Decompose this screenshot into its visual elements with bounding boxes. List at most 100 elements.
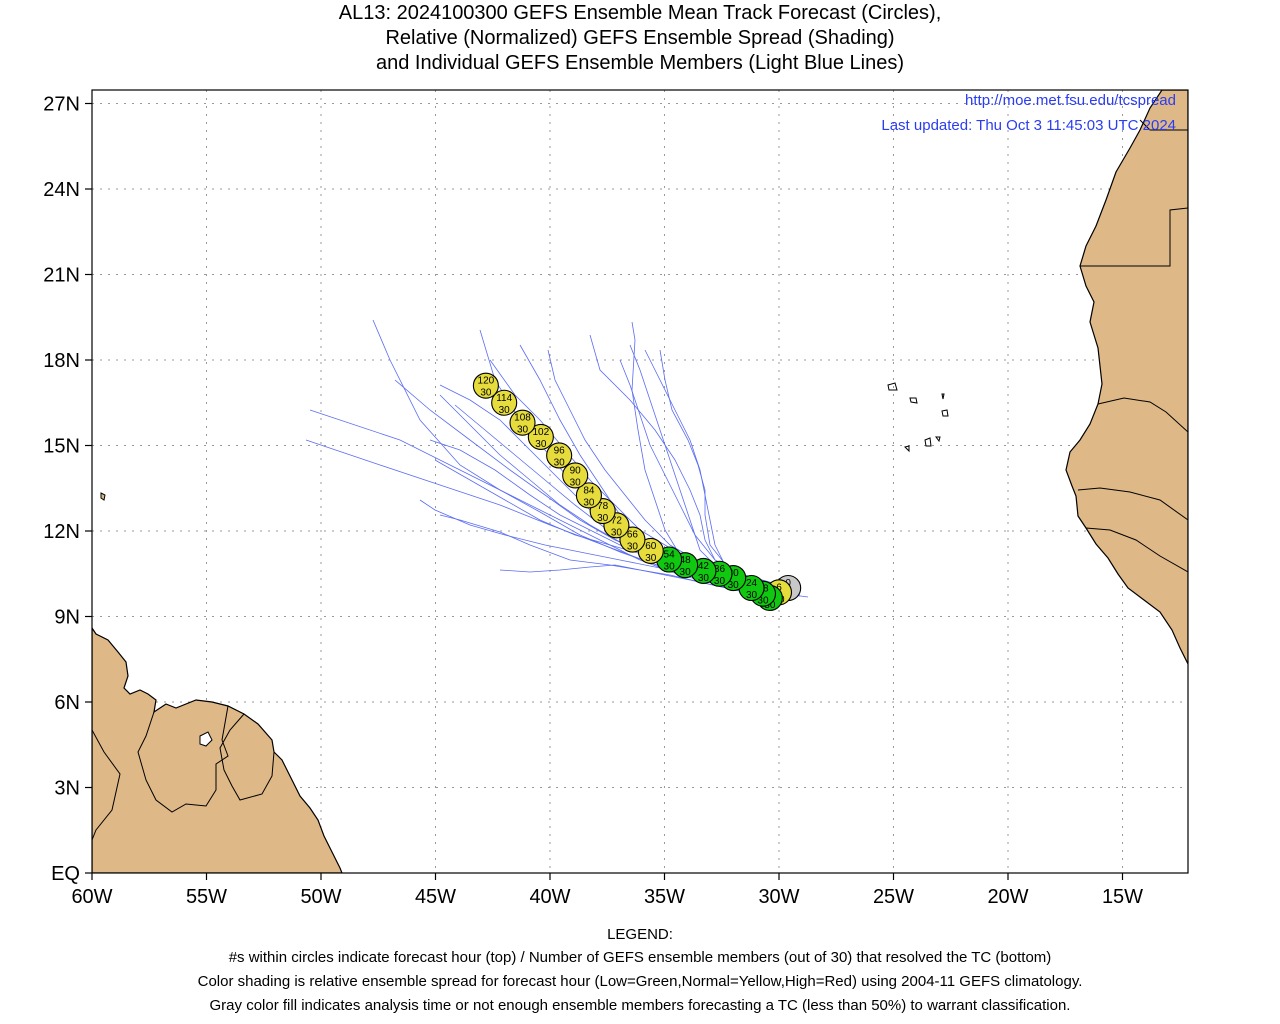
ensemble-member-track (454, 404, 791, 594)
map-gridlines (92, 90, 1188, 873)
forecast-circle-shape (472, 372, 499, 399)
member-count-label: 30 (645, 553, 657, 564)
forecast-hour-label: 24 (746, 578, 758, 589)
member-count-label: 30 (757, 596, 769, 607)
member-count-label: 30 (698, 573, 710, 584)
africa-border-5 (1139, 119, 1188, 131)
forecast-hour-label: 30 (728, 568, 740, 579)
lat-tick-label: 9N (54, 607, 80, 629)
lon-tick-label: 55W (186, 886, 227, 908)
member-count-label: 30 (627, 542, 639, 553)
forecast-hour-label: 60 (645, 541, 657, 552)
lon-tick-label: 45W (415, 886, 456, 908)
lat-tick-label: 24N (43, 179, 80, 201)
lon-tick-label: 60W (71, 886, 112, 908)
forecast-hour-label: 102 (532, 427, 549, 438)
lon-tick-label: 15W (1102, 886, 1143, 908)
forecast-hour-label: 108 (514, 413, 531, 424)
guiana-border-1 (137, 705, 229, 813)
guiana-border-3 (92, 729, 121, 841)
lon-tick-label: 40W (529, 886, 570, 908)
cabo-verde-islands (887, 382, 949, 453)
forecast-hour-label: 66 (627, 530, 639, 541)
forecast-circle-shape (491, 389, 518, 416)
lat-tick-label: EQ (51, 863, 80, 885)
member-count-label: 30 (764, 600, 776, 611)
member-count-label: 30 (597, 513, 609, 524)
forecast-circle-shape (527, 423, 554, 451)
forecast-hour-label: 42 (698, 561, 710, 572)
mean-track-circles: 0630123018302430303036304230483054306030… (472, 372, 802, 612)
lon-tick-label: 30W (758, 886, 799, 908)
map-frame (91, 89, 1189, 874)
member-count-label: 30 (499, 405, 511, 416)
lon-tick-label: 35W (644, 886, 685, 908)
south-america-land (92, 626, 343, 873)
member-count-label: 30 (570, 477, 582, 488)
ensemble-member-track (439, 384, 781, 593)
forecast-hour-label: 54 (664, 550, 676, 561)
small-island (100, 492, 106, 501)
forecast-hour-label: 6 (776, 582, 782, 593)
member-count-label: 30 (535, 439, 547, 450)
member-count-label: 30 (746, 590, 758, 601)
source-url[interactable]: http://moe.met.fsu.edu/tcspread (965, 92, 1176, 109)
africa-border-3 (1077, 487, 1188, 521)
legend-line-3: Gray color fill indicates analysis time … (209, 997, 1071, 1014)
member-count-label: 30 (714, 576, 726, 587)
latitude-tick-labels: EQ 3N 6N 9N 12N 15N 18N 21N 24N 27N (43, 94, 80, 886)
forecast-circle-shape (546, 442, 573, 469)
member-count-label: 30 (664, 562, 676, 573)
lat-tick-label: 3N (54, 778, 80, 800)
forecast-hour-label: 78 (597, 501, 609, 512)
forecast-hour-label: 48 (680, 555, 692, 566)
forecast-hour-label: 120 (478, 376, 495, 387)
lon-tick-label: 25W (873, 886, 914, 908)
forecast-hour-label: 84 (583, 485, 595, 496)
lat-tick-label: 27N (43, 94, 80, 116)
forecast-hour-label: 72 (611, 515, 623, 526)
member-count-label: 30 (583, 497, 595, 508)
forecast-hour-label: 96 (554, 445, 566, 456)
member-count-label: 30 (480, 388, 492, 399)
africa-land (1065, 90, 1188, 665)
forecast-circle-shape (562, 462, 589, 489)
lat-tick-label: 18N (43, 350, 80, 372)
africa-border-1 (1080, 207, 1188, 267)
chart-title-line-2: Relative (Normalized) GEFS Ensemble Spre… (385, 27, 895, 49)
forecast-hour-label: 36 (714, 564, 726, 575)
forecast-hour-label: 90 (570, 465, 582, 476)
lon-tick-label: 50W (300, 886, 341, 908)
member-count-label: 30 (680, 567, 692, 578)
africa-border-4 (1085, 527, 1188, 573)
legend-line-1: #s within circles indicate forecast hour… (228, 949, 1052, 966)
lat-tick-label: 21N (43, 265, 80, 287)
chart-title-line-3: and Individual GEFS Ensemble Members (Li… (375, 52, 905, 74)
member-count-label: 30 (611, 527, 623, 538)
chart-title-line-1: AL13: 2024100300 GEFS Ensemble Mean Trac… (338, 2, 942, 24)
forecast-hour-label: 114 (496, 393, 512, 404)
forecast-circle-shape (575, 482, 602, 509)
axis-ticks (85, 102, 1124, 880)
lon-tick-label: 20W (987, 886, 1028, 908)
forecast-circle-shape (509, 409, 536, 436)
member-count-label: 30 (728, 580, 740, 591)
guiana-border-2 (219, 713, 275, 801)
lat-tick-label: 6N (54, 692, 80, 714)
longitude-tick-labels: 60W 55W 50W 45W 40W 35W 30W 25W 20W 15W (71, 886, 1143, 908)
legend-line-2: Color shading is relative ensemble sprea… (197, 973, 1083, 990)
member-count-label: 30 (554, 457, 566, 468)
lat-tick-label: 12N (43, 521, 80, 543)
legend-heading: LEGEND: (607, 926, 673, 943)
lake-icon (199, 731, 213, 747)
last-updated: Last updated: Thu Oct 3 11:45:03 UTC 202… (881, 117, 1176, 134)
